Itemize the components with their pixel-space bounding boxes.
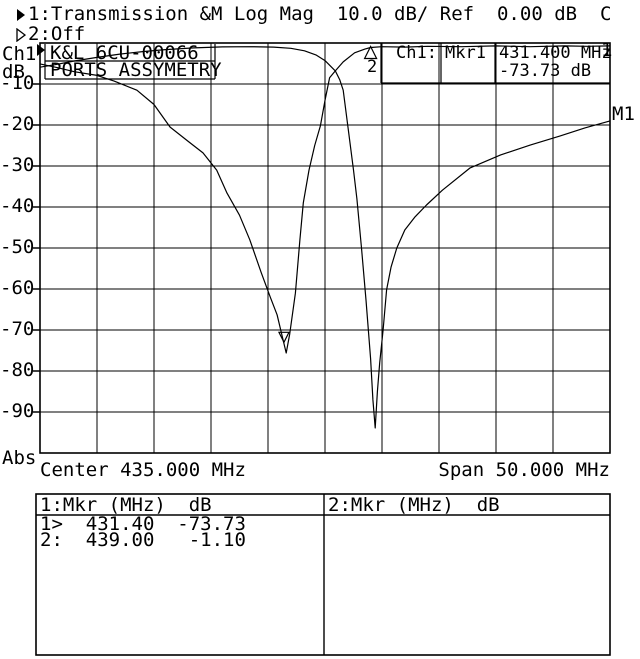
span-frequency-label: Span 50.000 MHz	[438, 459, 610, 481]
y-axis-tick-label: -70	[0, 318, 35, 340]
trace1-active-arrow-icon	[17, 9, 25, 21]
trace2-inactive-arrow-icon	[16, 28, 26, 42]
marker-table-panel1-header: 1:Mkr (MHz) dB	[40, 494, 212, 516]
readout-channel: Ch1:	[396, 43, 437, 63]
trace-2-notch-439MHz	[39, 46, 611, 429]
readout-frequency: 431.400 MHz	[499, 43, 612, 63]
y-axis-tick-label: -20	[0, 113, 35, 135]
readout-level: -73.73 dB	[499, 61, 592, 81]
marker2-symbol	[363, 45, 378, 60]
trace1-annotation: 1:Transmission &M Log Mag 10.0 dB/ Ref 0…	[28, 3, 612, 25]
device-title-line2: PORTS ASSYMETRY	[50, 59, 222, 81]
marker-table-row: 1> 431.40 -73.73	[40, 513, 246, 535]
readout-marker: Mkr1	[445, 43, 486, 63]
memory-marker-label: M1	[612, 103, 635, 125]
marker2-symbol-digit: 2	[367, 57, 378, 77]
center-frequency-label: Center 435.000 MHz	[40, 459, 246, 481]
y-axis-tick-label: -90	[0, 400, 35, 422]
y-axis-tick-label: -80	[0, 359, 35, 381]
trace2-annotation: 2:Off	[28, 23, 86, 45]
channel-marker-arrow-icon	[37, 44, 45, 56]
channel-label: Ch1	[2, 43, 37, 65]
y-axis-bottom-label: Abs	[2, 447, 37, 469]
y-axis-tick-label: -10	[0, 72, 35, 94]
trace-number-label: 1	[601, 39, 613, 61]
marker-table-row: 2: 439.00 -1.10	[40, 529, 246, 551]
y-axis-tick-label: -50	[0, 236, 35, 258]
marker-table-panel2-header: 2:Mkr (MHz) dB	[328, 494, 500, 516]
y-axis-tick-label: -30	[0, 154, 35, 176]
device-title-line1: K&L 6CU-00066	[50, 42, 199, 64]
trace-1-notch-431MHz	[39, 45, 611, 354]
y-axis-tick-label: -60	[0, 277, 35, 299]
marker1-symbol	[277, 331, 290, 344]
y-axis-unit-label: dB	[2, 61, 25, 83]
y-axis-tick-label: -40	[0, 195, 35, 217]
